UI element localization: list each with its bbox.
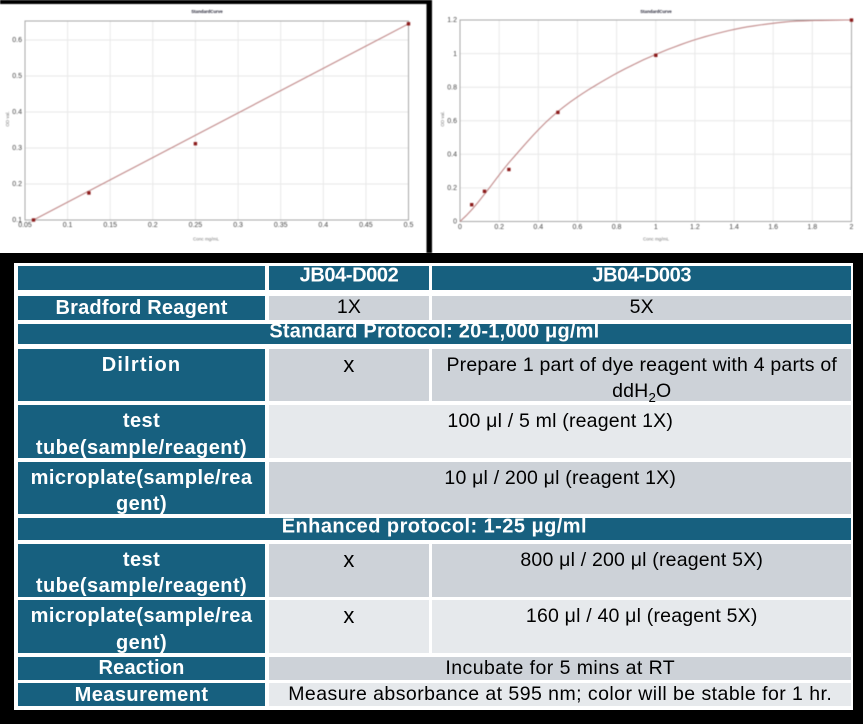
svg-text:1.6: 1.6	[768, 224, 778, 231]
svg-text:0.6: 0.6	[447, 118, 457, 125]
svg-text:0: 0	[453, 219, 457, 226]
svg-text:OD val.: OD val.	[440, 111, 445, 126]
svg-text:0.35: 0.35	[274, 222, 288, 229]
svg-text:0.3: 0.3	[233, 222, 243, 229]
svg-text:1.2: 1.2	[690, 224, 700, 231]
svg-text:0.8: 0.8	[612, 224, 622, 231]
svg-text:0: 0	[458, 224, 462, 231]
svg-text:0.4: 0.4	[533, 224, 543, 231]
svg-text:Conc mg/mL: Conc mg/mL	[193, 237, 219, 242]
svg-text:0.6: 0.6	[12, 37, 22, 44]
svg-text:0.2: 0.2	[447, 185, 457, 192]
svg-text:0.2: 0.2	[494, 224, 504, 231]
svg-text:OD val.: OD val.	[5, 111, 10, 126]
svg-text:1.8: 1.8	[807, 224, 817, 231]
svg-text:0.5: 0.5	[12, 73, 22, 80]
svg-text:0.4: 0.4	[12, 109, 22, 116]
svg-text:0.5: 0.5	[404, 222, 414, 229]
svg-text:0.1: 0.1	[63, 222, 73, 229]
svg-text:0.6: 0.6	[573, 224, 583, 231]
svg-text:0.05: 0.05	[18, 222, 32, 229]
svg-text:2: 2	[850, 224, 854, 231]
svg-text:0.2: 0.2	[148, 222, 158, 229]
svg-text:0.8: 0.8	[447, 84, 457, 91]
svg-text:Conc mg/mL: Conc mg/mL	[643, 237, 669, 242]
svg-text:StandardCurve: StandardCurve	[640, 9, 672, 14]
svg-text:1.2: 1.2	[447, 17, 457, 24]
svg-text:StandardCurve: StandardCurve	[191, 9, 223, 14]
svg-text:1.4: 1.4	[729, 224, 739, 231]
svg-text:0.2: 0.2	[12, 181, 22, 188]
svg-text:0.25: 0.25	[189, 222, 203, 229]
svg-text:0.4: 0.4	[318, 222, 328, 229]
svg-text:0.4: 0.4	[447, 152, 457, 159]
svg-text:0.3: 0.3	[12, 145, 22, 152]
svg-text:0.45: 0.45	[359, 222, 373, 229]
svg-text:0.15: 0.15	[103, 222, 117, 229]
svg-text:1: 1	[453, 51, 457, 58]
svg-text:0.1: 0.1	[12, 217, 22, 224]
svg-text:1: 1	[654, 224, 658, 231]
